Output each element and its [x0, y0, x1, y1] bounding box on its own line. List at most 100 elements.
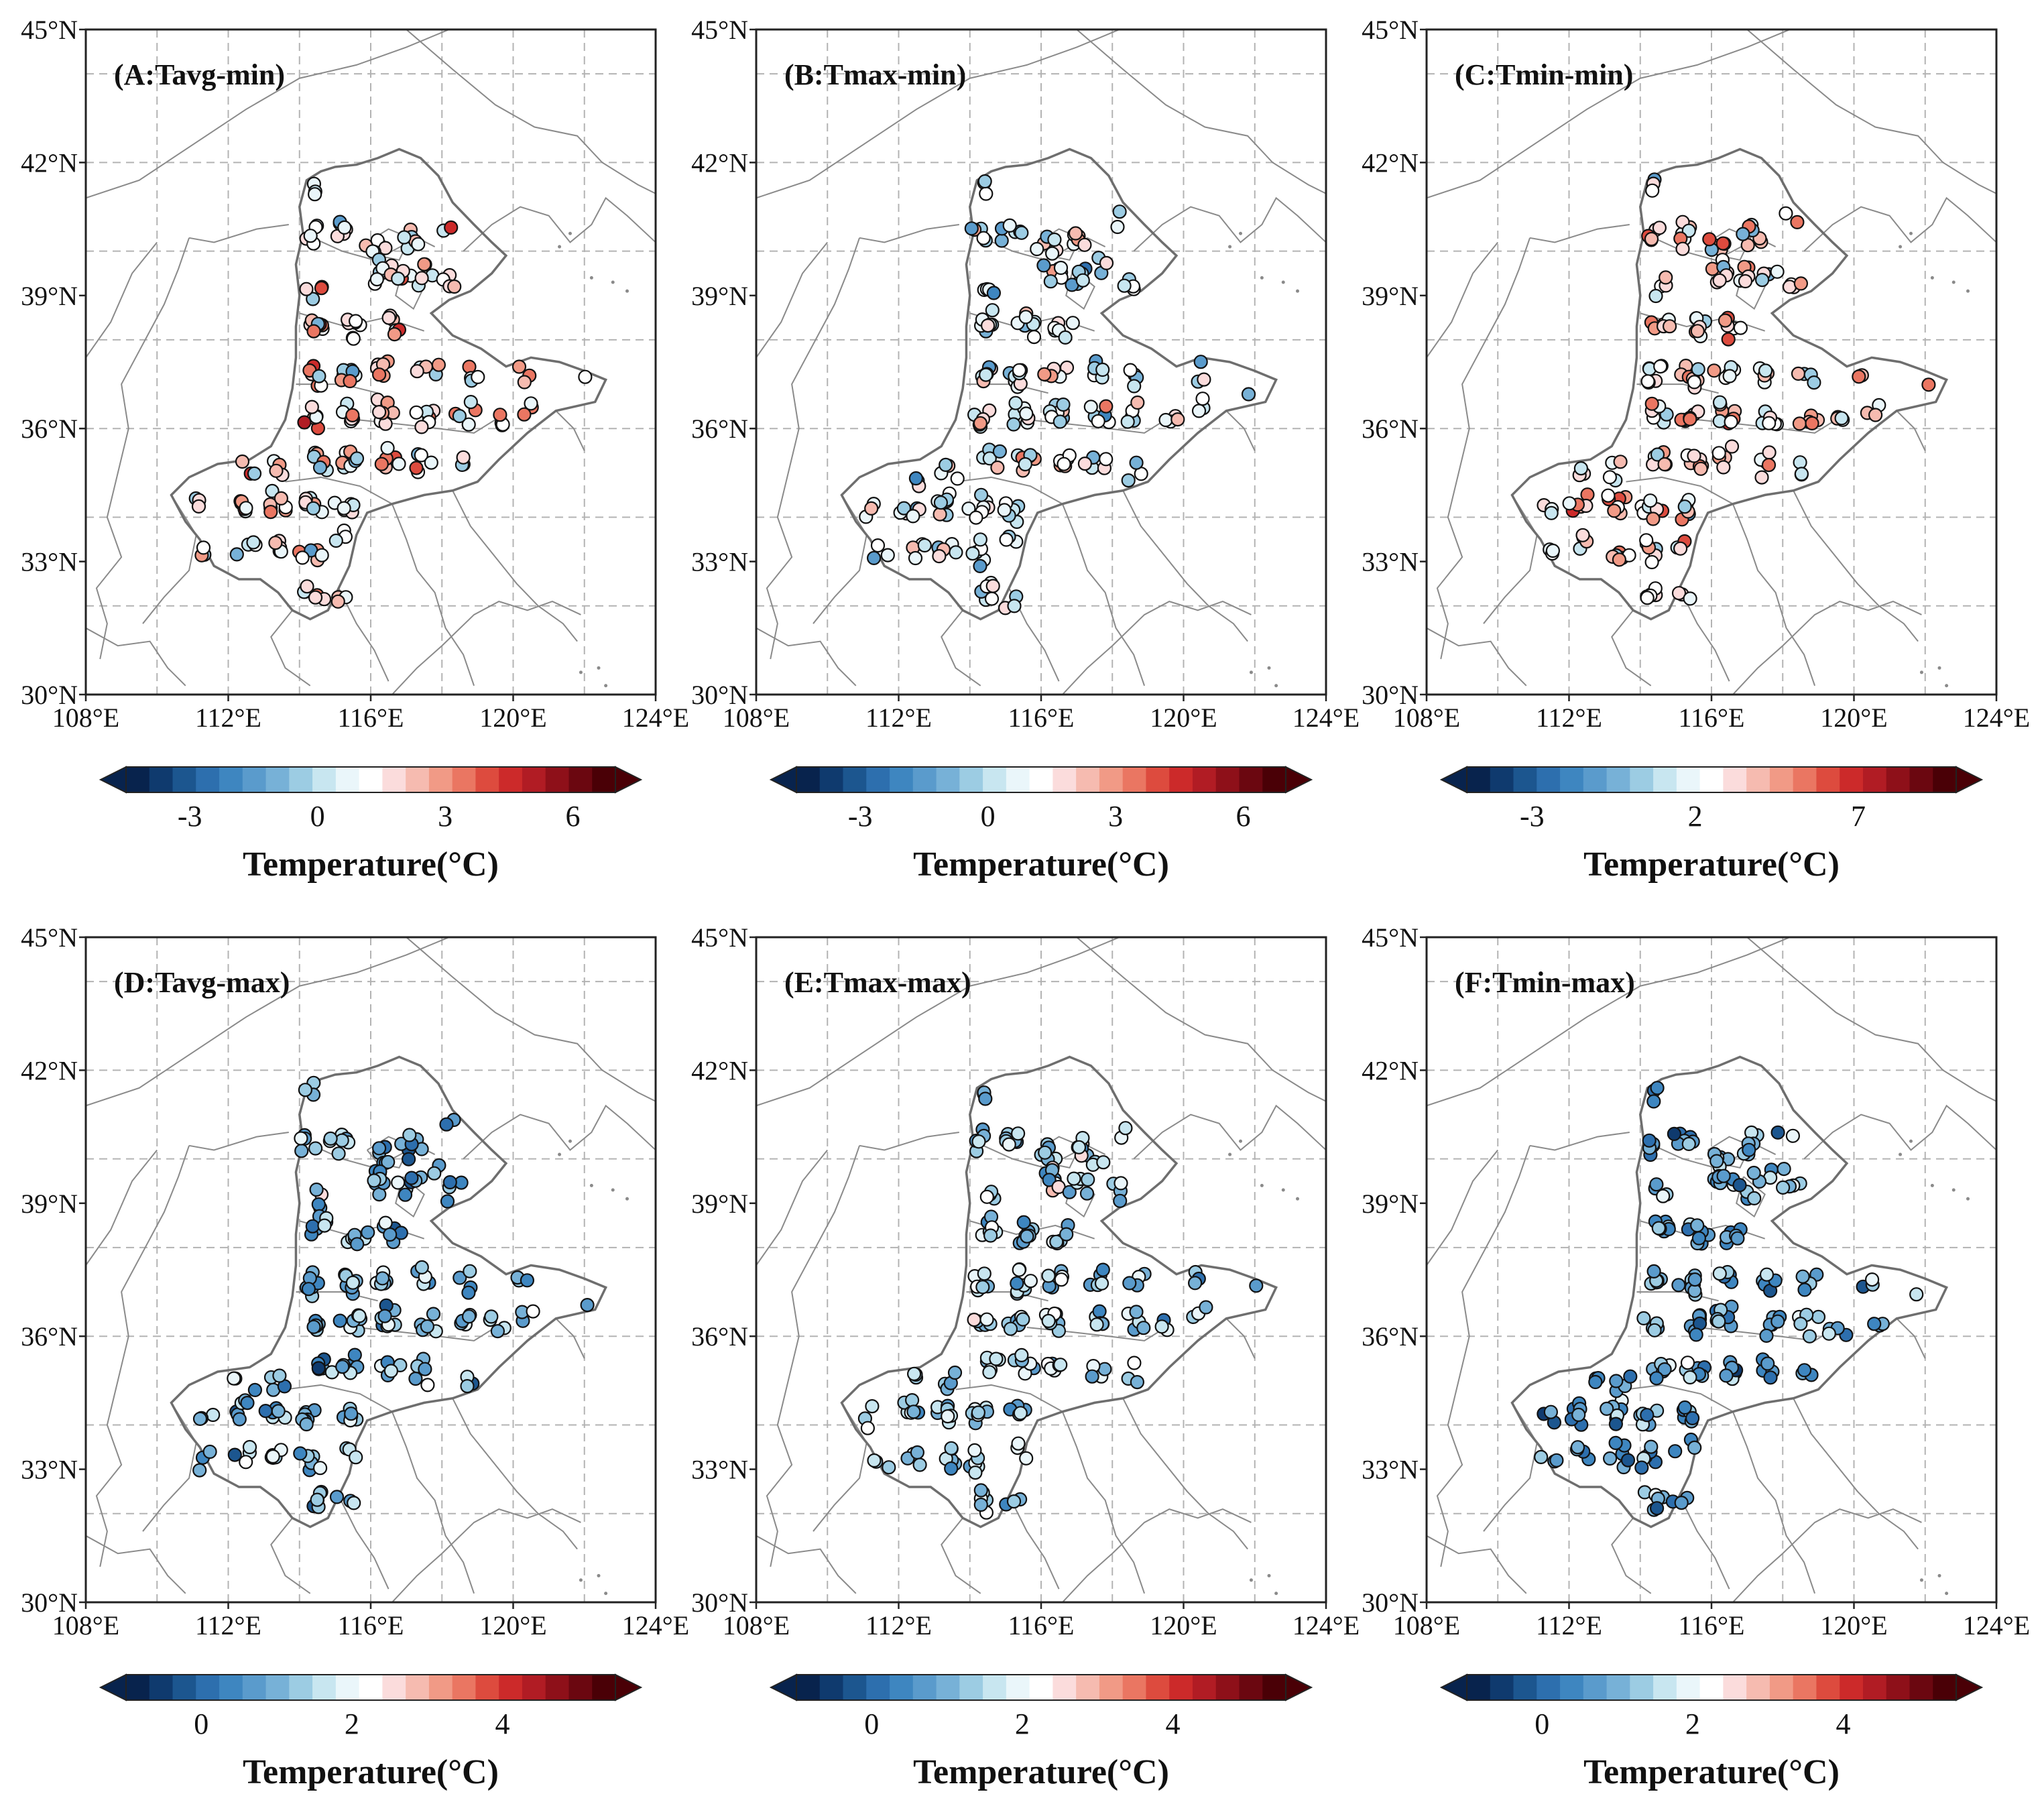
station-point: [323, 1131, 338, 1146]
station-point: [1016, 1215, 1031, 1230]
panel-title: (C:Tmin-min): [1455, 58, 1633, 91]
station-point: [330, 594, 345, 609]
station-markers: [859, 174, 1256, 615]
station-point: [1077, 456, 1093, 471]
station-point: [447, 279, 462, 294]
station-point: [1742, 1142, 1756, 1157]
station-point: [306, 324, 321, 339]
station-point: [1792, 416, 1807, 431]
station-point: [303, 229, 318, 243]
station-point: [1136, 1321, 1151, 1335]
colorbar: 0 2 4 Temperature(°C): [99, 1673, 643, 1791]
station-point: [1013, 1406, 1028, 1421]
station-point: [206, 1407, 221, 1423]
station-point: [306, 292, 320, 306]
lat-tick-label: 30°N: [21, 680, 78, 710]
station-point: [1646, 512, 1661, 526]
station-point: [986, 286, 1002, 300]
station-point: [1129, 1305, 1144, 1319]
station-point: [1571, 1407, 1586, 1422]
station-point: [1805, 416, 1819, 431]
colorbar-tick-label: 2: [1688, 800, 1703, 833]
station-markers: [192, 1075, 595, 1514]
station-point: [265, 483, 280, 499]
study-region: [840, 147, 1278, 621]
station-point: [345, 1275, 361, 1290]
colorbar: -3 0 3 6 Temperature(°C): [769, 766, 1313, 884]
study-region: [1510, 147, 1949, 621]
station-point: [1062, 1185, 1077, 1199]
station-point: [1058, 330, 1073, 345]
lon-tick-label: 108°E: [1393, 703, 1460, 733]
station-point: [1122, 1276, 1137, 1291]
colorbar-arrow-low: [1439, 766, 1467, 794]
station-point: [268, 536, 283, 550]
station-point: [1716, 1169, 1731, 1183]
lon-tick-label: 120°E: [479, 1610, 546, 1640]
station-point: [524, 396, 538, 411]
station-point: [1712, 1266, 1727, 1281]
station-point: [1071, 1140, 1087, 1154]
station-point: [1118, 1121, 1133, 1136]
station-point: [982, 451, 997, 466]
station-point: [1037, 367, 1052, 381]
station-point: [1793, 455, 1807, 470]
station-point: [460, 1379, 475, 1394]
station-point: [979, 1312, 994, 1327]
station-point: [1607, 503, 1622, 518]
station-point: [431, 357, 446, 372]
station-point: [867, 1453, 882, 1468]
station-markers: [1537, 172, 1936, 606]
station-point: [906, 1404, 921, 1419]
station-point: [227, 1447, 242, 1462]
station-point: [420, 1319, 435, 1334]
station-point: [265, 1449, 280, 1464]
station-point: [1019, 1451, 1034, 1466]
station-point: [232, 1412, 247, 1427]
lat-tick-label: 30°N: [1362, 1588, 1419, 1618]
lat-tick-label: 42°N: [1362, 1055, 1419, 1085]
panel-a: (A:Tavg-min) 108°E 112°E 116°E 120°E 124°E 30°…: [21, 15, 689, 884]
station-point: [313, 1461, 328, 1476]
station-point: [192, 1463, 207, 1478]
station-point: [1712, 395, 1728, 410]
station-point: [349, 1450, 363, 1465]
lon-tick-label: 124°E: [1292, 703, 1360, 733]
station-point: [1083, 400, 1098, 414]
lon-tick-label: 116°E: [1008, 1610, 1075, 1640]
station-point: [414, 1260, 429, 1275]
colorbar-tick-label: 0: [864, 1708, 879, 1740]
station-point: [1091, 414, 1105, 428]
station-point: [1716, 236, 1730, 251]
station-point: [374, 457, 389, 471]
station-point: [1112, 204, 1127, 219]
station-point: [1545, 543, 1560, 558]
station-point: [1647, 1323, 1662, 1337]
station-point: [1588, 1374, 1603, 1390]
station-point: [1089, 1317, 1104, 1332]
station-point: [961, 501, 976, 516]
station-point: [979, 1189, 994, 1204]
station-point: [980, 318, 996, 333]
station-point: [1081, 1172, 1095, 1187]
panel-title: (D:Tavg-max): [114, 966, 290, 999]
station-point: [939, 457, 953, 473]
lon-tick-label: 116°E: [338, 1610, 404, 1640]
station-point: [378, 1215, 393, 1230]
station-point: [1759, 1267, 1775, 1282]
station-point: [904, 1393, 920, 1408]
station-point: [1603, 1451, 1618, 1466]
station-point: [1707, 363, 1722, 378]
panel-f: (F:Tmin-max) 108°E 112°E 116°E 120°E 124°E 30°…: [1362, 922, 2030, 1791]
station-point: [1730, 1231, 1745, 1246]
station-point: [1534, 1449, 1549, 1464]
colorbar-tick-label: 2: [1685, 1708, 1700, 1740]
station-point: [1793, 1316, 1808, 1331]
study-region: [170, 147, 608, 621]
lat-tick-label: 45°N: [691, 922, 748, 953]
colorbar-tick-label: 4: [1166, 1708, 1181, 1740]
station-point: [933, 507, 947, 522]
station-point: [310, 1492, 324, 1507]
station-point: [235, 454, 250, 469]
station-point: [300, 579, 314, 594]
